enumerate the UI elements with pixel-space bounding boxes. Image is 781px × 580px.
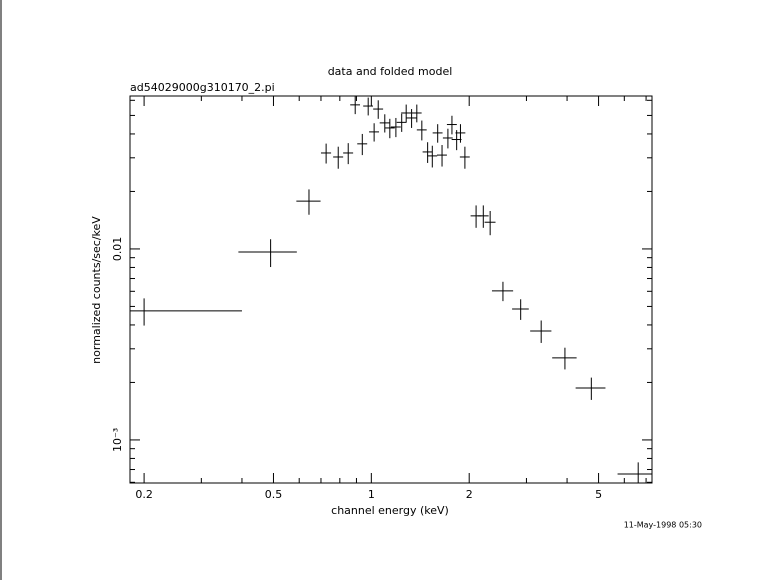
chart-title: data and folded model [328,65,453,78]
x-tick-label: 1 [368,488,375,501]
data-marks [130,96,652,483]
y-tick-label: 10⁻³ [111,428,124,452]
y-tick-label: 0.01 [111,237,124,262]
x-tick-label: 2 [466,488,473,501]
x-tick-label: 0.5 [265,488,283,501]
x-axis-label: channel energy (keV) [331,504,449,517]
timestamp: 11-May-1998 05:30 [624,521,702,530]
chart-subtitle: ad54029000g310170_2.pi [130,81,275,94]
x-tick-label: 0.2 [135,488,153,501]
x-tick-label: 5 [595,488,602,501]
plot-frame [129,95,653,484]
y-axis-label: normalized counts/sec/keV [90,216,103,364]
